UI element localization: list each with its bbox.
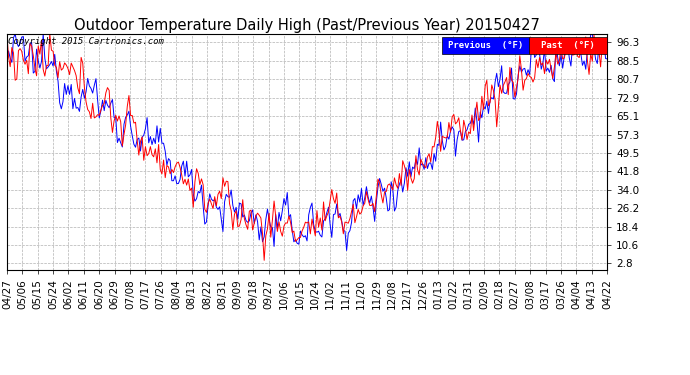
- FancyBboxPatch shape: [442, 37, 529, 54]
- FancyBboxPatch shape: [529, 37, 607, 54]
- Text: Copyright 2015 Cartronics.com: Copyright 2015 Cartronics.com: [8, 37, 164, 46]
- Title: Outdoor Temperature Daily High (Past/Previous Year) 20150427: Outdoor Temperature Daily High (Past/Pre…: [74, 18, 540, 33]
- Text: Previous  (°F): Previous (°F): [448, 41, 523, 50]
- Text: Past  (°F): Past (°F): [542, 41, 595, 50]
